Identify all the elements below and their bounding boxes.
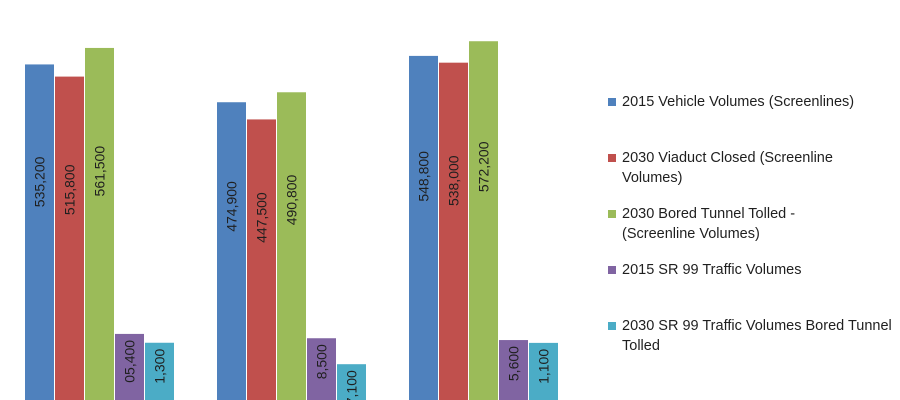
bars-group: [25, 41, 558, 400]
bar-s2-c3: [439, 62, 468, 400]
data-label-s1-c2: 474,900: [224, 181, 240, 232]
data-label-s3-c3: 572,200: [476, 141, 492, 192]
legend-swatch-2: [608, 154, 616, 162]
data-label-s1-c3: 548,800: [416, 151, 432, 202]
data-label-s1-c1: 535,200: [32, 156, 48, 207]
legend-item-1: 2015 Vehicle Volumes (Screenlines): [608, 92, 854, 112]
bar-s4-c1: [115, 333, 144, 400]
bar-s5-c3: [529, 342, 558, 400]
data-label-s2-c2: 447,500: [254, 192, 270, 243]
legend-label-4: 2015 SR 99 Traffic Volumes: [622, 262, 802, 278]
bar-s1-c1: [25, 64, 54, 400]
bar-s1-c2: [217, 102, 246, 400]
data-label-s5-c1: 1,300: [152, 349, 168, 384]
data-label-s3-c1: 561,500: [92, 146, 108, 197]
bar-s4-c2: [307, 338, 336, 400]
bar-s5-c2: [337, 364, 366, 400]
bar-s1-c3: [409, 55, 438, 400]
legend-swatch-3: [608, 210, 616, 218]
bar-s3-c1: [85, 47, 114, 400]
data-label-s4-c1: 05,400: [122, 340, 138, 383]
data-label-s2-c3: 538,000: [446, 155, 462, 206]
bar-s3-c2: [277, 92, 306, 400]
bar-s4-c3: [499, 340, 528, 400]
data-label-s5-c2: 7,100: [344, 370, 360, 400]
legend-item-2: 2030 Viaduct Closed (Screenline Volumes): [608, 148, 872, 188]
bar-s2-c1: [55, 76, 84, 400]
data-labels-group: 535,200 474,900 548,800 515,800 447,500 538,0…: [32, 141, 552, 400]
bar-s5-c1: [145, 342, 174, 400]
bar-s2-c2: [247, 119, 276, 400]
legend-swatch-4: [608, 266, 616, 274]
data-label-s5-c3: 1,100: [536, 349, 552, 384]
legend-label-1: 2015 Vehicle Volumes (Screenlines): [622, 94, 855, 110]
legend-item-5: 2030 SR 99 Traffic Volumes Bored Tunnel …: [608, 316, 892, 356]
legend-label-3: 2030 Bored Tunnel Tolled - (Screenline V…: [622, 206, 796, 242]
legend-label-5: 2030 SR 99 Traffic Volumes Bored Tunnel …: [622, 318, 892, 354]
legend-swatch-5: [608, 322, 616, 330]
legend-item-4: 2015 SR 99 Traffic Volumes: [608, 260, 801, 280]
data-label-s4-c3: 5,600: [506, 346, 522, 381]
data-label-s4-c2: 8,500: [314, 344, 330, 379]
legend-swatch-1: [608, 98, 616, 106]
data-label-s2-c1: 515,800: [62, 164, 78, 215]
bar-s3-c3: [469, 41, 498, 400]
legend-label-2: 2030 Viaduct Closed (Screenline Volumes): [622, 150, 833, 186]
legend-item-3: 2030 Bored Tunnel Tolled - (Screenline V…: [608, 204, 862, 244]
data-label-s3-c2: 490,800: [284, 174, 300, 225]
